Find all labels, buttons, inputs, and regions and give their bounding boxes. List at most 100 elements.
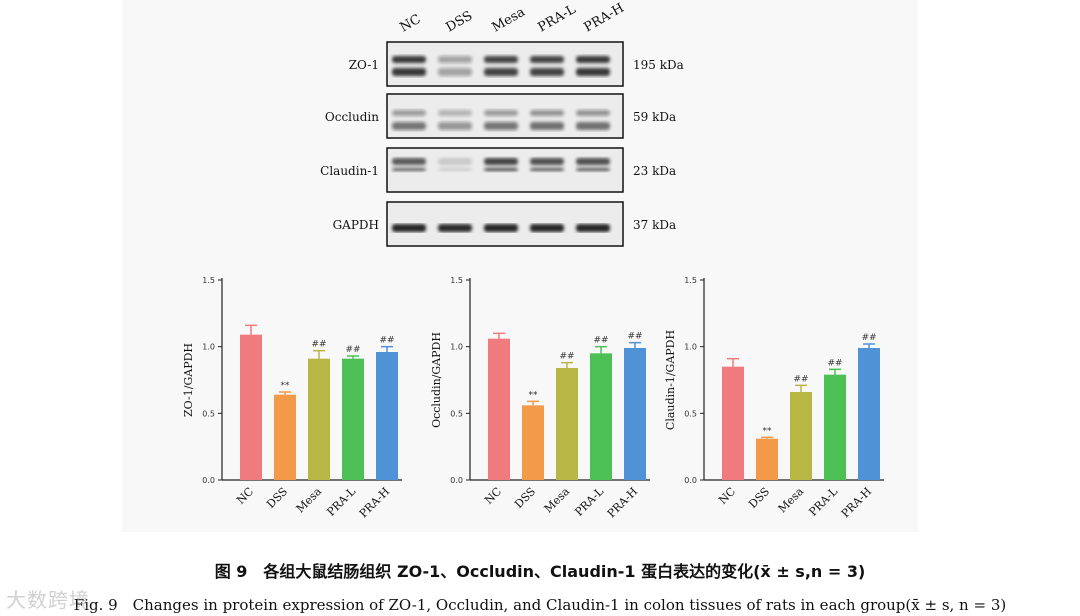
band-zo-1-pra-l [530, 56, 564, 63]
x-tick-label-pra-l: PRA-L [572, 484, 606, 518]
y-axis-label: ZO-1/GAPDH [182, 343, 195, 417]
significance-label-dss: ** [529, 390, 539, 400]
protein-label-zo-1: ZO-1 [349, 58, 379, 72]
lane-label-pra-h: PRA-H [582, 1, 627, 36]
significance-label-pra-h: ## [627, 332, 642, 342]
band-claudin-1-mesa [484, 168, 518, 171]
y-tick-label: 1.5 [684, 276, 697, 285]
western-blot: NC DSS Mesa PRA-L PRA-H ZO-1 195 kDa Occludin 59… [320, 1, 684, 247]
watermark-text: 大数跨境 [6, 588, 90, 612]
y-tick-label: 0.5 [202, 409, 215, 418]
x-tick-label-dss: DSS [264, 485, 290, 511]
y-tick-label: 1.5 [450, 276, 463, 285]
band-claudin-1-dss [438, 158, 472, 165]
x-tick-label-pra-l: PRA-L [324, 484, 358, 518]
y-axis-label: Claudin-1/GAPDH [664, 330, 677, 430]
protein-label-occludin: Occludin [325, 110, 379, 124]
bar-dss [756, 438, 778, 480]
band-occludin-dss [438, 110, 472, 116]
band-gapdh-mesa [484, 224, 518, 232]
watermark-logo: 大数跨境 [6, 584, 90, 613]
significance-label-pra-l: ## [593, 336, 608, 346]
bar-pra-l [590, 353, 612, 480]
lane-label-mesa: Mesa [490, 5, 528, 36]
band-gapdh-pra-l [530, 224, 564, 232]
significance-label-pra-h: ## [379, 336, 394, 346]
bar-pra-l [342, 358, 364, 480]
band-claudin-1-mesa [484, 158, 518, 165]
x-tick-label-mesa: Mesa [294, 485, 325, 516]
band-zo-1-dss [438, 56, 472, 63]
x-tick-label-pra-h: PRA-H [839, 485, 874, 520]
band-claudin-1-pra-h [576, 168, 610, 171]
band-zo-1-pra-l [530, 68, 564, 76]
x-tick-label-dss: DSS [746, 485, 772, 511]
blot-frame-zo-1 [386, 41, 624, 87]
bar-mesa [790, 392, 812, 480]
band-occludin-pra-l [530, 110, 564, 116]
kda-label-occludin: 59 kDa [633, 110, 676, 124]
band-zo-1-mesa [484, 68, 518, 76]
band-occludin-dss [438, 122, 472, 130]
significance-label-dss: ** [281, 381, 291, 391]
y-tick-label: 0.5 [450, 409, 463, 418]
bar-pra-h [624, 348, 646, 480]
band-zo-1-nc [392, 68, 426, 76]
band-zo-1-dss [438, 68, 472, 76]
band-occludin-pra-h [576, 110, 610, 116]
x-tick-label-mesa: Mesa [776, 485, 807, 516]
claudin1-bar-chart: 0.0 0.5 1.0 1.5 Claudin-1/GAPDH NC ** DSS ## Mesa… [664, 276, 884, 520]
x-tick-label-pra-l: PRA-L [806, 484, 840, 518]
x-tick-label-pra-h: PRA-H [605, 485, 640, 520]
band-claudin-1-nc [392, 158, 426, 165]
bar-dss [274, 394, 296, 480]
band-occludin-mesa [484, 110, 518, 116]
significance-label-mesa: ## [311, 340, 326, 350]
y-tick-label: 0.5 [684, 409, 697, 418]
y-tick-label: 1.0 [202, 343, 215, 352]
figure-panel: NC DSS Mesa PRA-L PRA-H ZO-1 195 kDa Occludin 59… [122, 0, 918, 532]
y-tick-label: 1.5 [202, 276, 215, 285]
band-claudin-1-pra-l [530, 158, 564, 165]
significance-label-mesa: ## [793, 374, 808, 384]
significance-label-pra-l: ## [827, 358, 842, 368]
bar-dss [522, 405, 544, 480]
y-tick-label: 0.0 [684, 476, 697, 485]
band-occludin-pra-h [576, 122, 610, 130]
bar-pra-l [824, 374, 846, 480]
y-tick-label: 1.0 [450, 343, 463, 352]
band-gapdh-nc [392, 224, 426, 232]
significance-label-pra-l: ## [345, 345, 360, 355]
x-tick-label-nc: NC [716, 485, 738, 507]
bar-mesa [556, 368, 578, 480]
significance-label-mesa: ## [559, 352, 574, 362]
kda-label-zo-1: 195 kDa [633, 58, 684, 72]
bar-pra-h [376, 352, 398, 480]
y-tick-label: 0.0 [202, 476, 215, 485]
y-axis-label: Occludin/GAPDH [430, 332, 443, 428]
band-claudin-1-nc [392, 168, 426, 171]
band-occludin-nc [392, 122, 426, 130]
x-tick-label-dss: DSS [512, 485, 538, 511]
x-tick-label-mesa: Mesa [542, 485, 573, 516]
y-tick-label: 0.0 [450, 476, 463, 485]
band-claudin-1-pra-h [576, 158, 610, 165]
lane-label-nc: NC [398, 12, 424, 36]
protein-label-claudin-1: Claudin-1 [320, 164, 379, 178]
band-zo-1-pra-h [576, 56, 610, 63]
x-tick-label-nc: NC [234, 485, 256, 507]
band-occludin-mesa [484, 122, 518, 130]
figure-caption-en: Fig. 9 Changes in protein expression of … [73, 596, 1007, 614]
y-tick-label: 1.0 [684, 343, 697, 352]
band-claudin-1-dss [438, 168, 472, 171]
band-claudin-1-pra-l [530, 168, 564, 171]
band-zo-1-pra-h [576, 68, 610, 76]
band-occludin-nc [392, 110, 426, 116]
lane-label-dss: DSS [444, 8, 476, 35]
band-zo-1-nc [392, 56, 426, 63]
bar-nc [488, 338, 510, 480]
significance-label-pra-h: ## [861, 333, 876, 343]
protein-label-gapdh: GAPDH [333, 218, 379, 232]
zo1-bar-chart: 0.0 0.5 1.0 1.5 ZO-1/GAPDH NC ** DSS ## Mesa ## PRA… [182, 276, 402, 520]
x-tick-label-nc: NC [482, 485, 504, 507]
